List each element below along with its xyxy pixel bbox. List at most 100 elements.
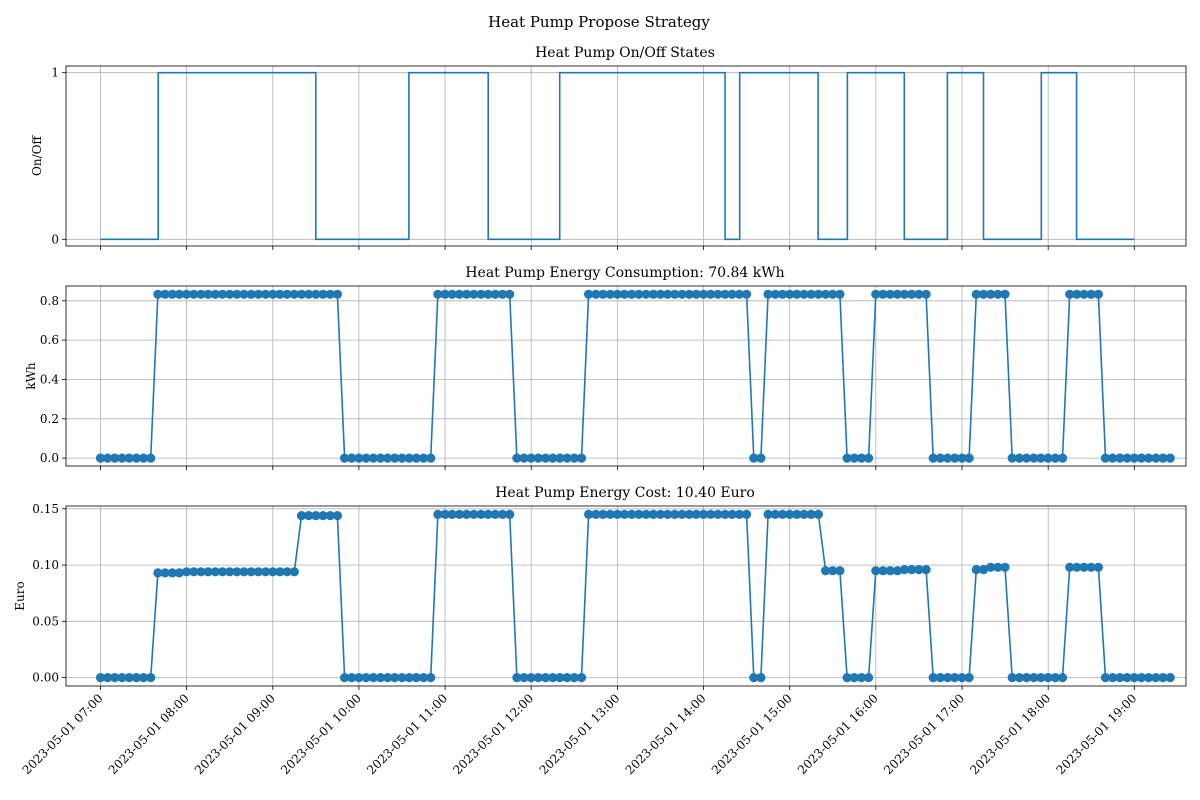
cost-data-point bbox=[720, 509, 730, 519]
cost-data-point bbox=[296, 510, 307, 521]
energy-data-point bbox=[964, 453, 974, 463]
cost-data-point bbox=[340, 673, 350, 683]
energy-data-point bbox=[799, 289, 809, 299]
cost-data-point bbox=[777, 509, 788, 519]
cost-y-tick-label: 0.15 bbox=[32, 502, 59, 516]
energy-data-point bbox=[203, 289, 213, 299]
energy-data-point bbox=[648, 289, 658, 299]
cost-data-point bbox=[160, 568, 170, 578]
cost-data-point bbox=[1014, 673, 1024, 683]
cost-data-point bbox=[311, 510, 321, 521]
energy-data-point bbox=[957, 453, 967, 463]
cost-grid bbox=[66, 506, 1186, 686]
cost-data-point bbox=[935, 673, 946, 683]
energy-data-point bbox=[476, 289, 486, 299]
cost-data-point bbox=[1043, 673, 1053, 683]
x-tick-label: 2023-05-01 11:00 bbox=[364, 691, 450, 777]
energy-data-point bbox=[914, 289, 924, 299]
energy-data-point bbox=[433, 289, 443, 299]
energy-data-point bbox=[210, 289, 220, 299]
cost-data-point bbox=[304, 510, 314, 521]
energy-data-point bbox=[734, 289, 745, 299]
cost-data-point bbox=[167, 568, 177, 578]
cost-data-point bbox=[103, 673, 113, 683]
cost-data-point bbox=[282, 567, 292, 577]
energy-data-point bbox=[239, 289, 249, 299]
cost-data-point bbox=[203, 567, 213, 577]
cost-data-point bbox=[978, 565, 989, 575]
cost-data-point bbox=[663, 509, 673, 519]
cost-data-point bbox=[253, 567, 263, 577]
cost-data-point bbox=[964, 673, 974, 683]
cost-data-point bbox=[505, 509, 515, 519]
energy-data-point bbox=[928, 453, 938, 463]
energy-data-point bbox=[533, 453, 544, 463]
energy-y-tick-label: 0.0 bbox=[40, 451, 59, 465]
cost-data-point bbox=[627, 509, 637, 519]
cost-data-point bbox=[361, 673, 371, 683]
cost-data-point bbox=[462, 509, 472, 519]
energy-data-point bbox=[1043, 453, 1053, 463]
x-tick-label: 2023-05-01 10:00 bbox=[278, 691, 364, 777]
cost-data-point bbox=[691, 509, 701, 519]
x-tick-label: 2023-05-01 16:00 bbox=[795, 691, 881, 777]
cost-data-point bbox=[950, 673, 960, 683]
cost-data-point bbox=[871, 566, 881, 576]
energy-data-point bbox=[727, 289, 737, 299]
energy-data-point bbox=[569, 453, 579, 463]
energy-data-point bbox=[1136, 453, 1146, 463]
cost-data-point bbox=[110, 673, 120, 683]
cost-data-point bbox=[332, 510, 342, 521]
cost-data-point bbox=[907, 565, 917, 575]
energy-data-point bbox=[138, 453, 149, 463]
energy-data-point bbox=[828, 289, 838, 299]
cost-data-point bbox=[174, 568, 184, 578]
energy-data-point bbox=[275, 289, 285, 299]
cost-data-point bbox=[289, 567, 299, 577]
cost-data-point bbox=[921, 565, 931, 575]
cost-data-point bbox=[1165, 673, 1175, 683]
figure-suptitle: Heat Pump Propose Strategy bbox=[488, 13, 710, 31]
energy-y-tick-label: 0.2 bbox=[40, 412, 59, 426]
energy-data-point bbox=[174, 289, 184, 299]
energy-data-point bbox=[555, 453, 565, 463]
cost-panel: Heat Pump Energy Cost: 10.40 Euro Euro 0… bbox=[13, 485, 1187, 690]
cost-data-point bbox=[555, 673, 565, 683]
cost-data-point bbox=[727, 509, 737, 519]
energy-data-point bbox=[684, 289, 694, 299]
energy-data-point bbox=[619, 289, 630, 299]
energy-data-point bbox=[627, 289, 637, 299]
x-tick-label: 2023-05-01 18:00 bbox=[967, 691, 1053, 777]
energy-data-point bbox=[332, 289, 342, 299]
energy-data-point bbox=[454, 289, 464, 299]
cost-data-point bbox=[383, 673, 393, 683]
cost-data-point bbox=[763, 509, 773, 519]
cost-data-point bbox=[469, 509, 479, 519]
cost-data-point bbox=[117, 673, 127, 683]
energy-data-point bbox=[1036, 453, 1046, 463]
cost-data-point bbox=[246, 567, 256, 577]
cost-data-point bbox=[1072, 562, 1082, 572]
energy-y-tick-label: 0.8 bbox=[40, 294, 59, 308]
energy-data-point bbox=[856, 453, 867, 463]
cost-data-point bbox=[943, 673, 953, 683]
energy-data-point bbox=[1072, 289, 1082, 299]
energy-data-point bbox=[225, 289, 235, 299]
cost-data-point bbox=[1065, 562, 1075, 572]
cost-data-point bbox=[1093, 562, 1103, 572]
onoff-y-tick-label: 0 bbox=[51, 232, 59, 246]
energy-data-point bbox=[196, 289, 206, 299]
energy-data-point bbox=[821, 289, 831, 299]
onoff-series bbox=[100, 71, 1135, 241]
x-tick-label: 2023-05-01 09:00 bbox=[192, 691, 278, 777]
x-tick-label: 2023-05-01 17:00 bbox=[881, 691, 967, 777]
cost-data-point bbox=[268, 567, 278, 577]
cost-data-point bbox=[785, 509, 795, 519]
cost-data-point bbox=[1079, 562, 1089, 572]
cost-data-point bbox=[1029, 673, 1039, 683]
cost-data-point bbox=[368, 673, 378, 683]
energy-data-point bbox=[950, 453, 960, 463]
energy-data-point bbox=[605, 289, 615, 299]
energy-data-point bbox=[124, 453, 134, 463]
energy-y-tick-label: 0.6 bbox=[40, 333, 59, 347]
